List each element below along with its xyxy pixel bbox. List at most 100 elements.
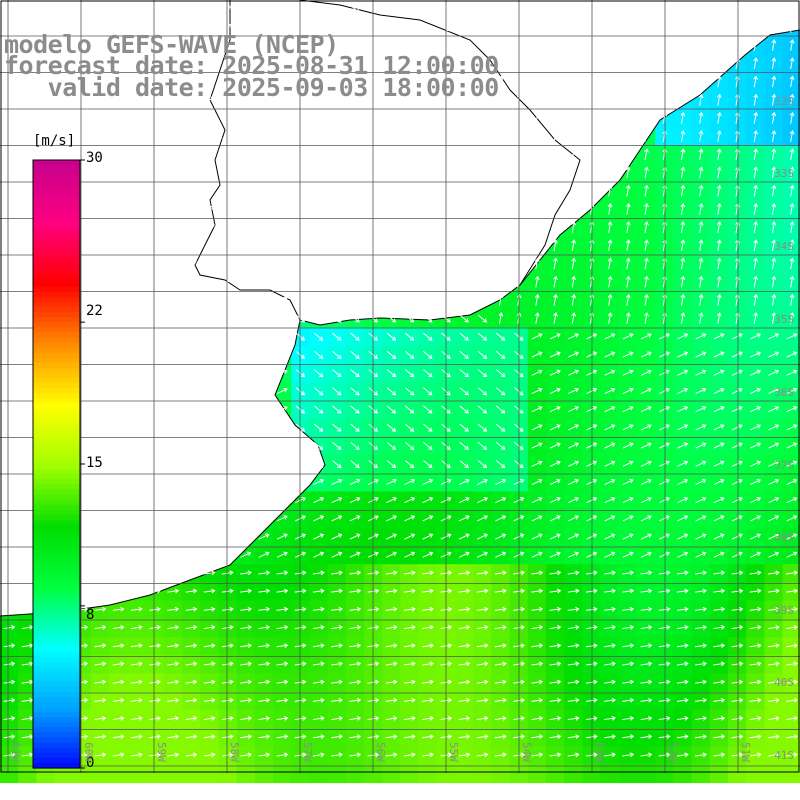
wind-cell: [54, 764, 74, 784]
colorbar-segment: [33, 266, 80, 273]
colorbar-segment: [33, 697, 80, 703]
wind-arrow: [204, 5, 216, 12]
colorbar-segment: [33, 590, 80, 597]
colorbar-segment: [33, 676, 80, 683]
wind-cell: [72, 764, 92, 784]
colorbar-segment: [33, 686, 80, 693]
wind-arrow: [276, 23, 288, 30]
colorbar-segment: [33, 707, 80, 713]
wind-cell: [655, 764, 674, 784]
wind-cell: [145, 764, 165, 784]
lon-label-57w: 57W: [301, 742, 314, 762]
colorbar-segment: [33, 423, 80, 430]
wind-arrow: [313, 23, 324, 32]
wind-arrow: [94, 5, 106, 12]
colorbar-segment: [33, 534, 80, 541]
colorbar-unit: [m/s]: [33, 133, 76, 149]
lon-label-61w: 61W: [9, 742, 22, 762]
wind-arrow: [553, 2, 558, 15]
colorbar-segment: [33, 499, 80, 506]
wind-arrow: [680, 20, 686, 33]
wind-cell: [18, 764, 37, 784]
colorbar-segment: [33, 621, 80, 627]
wind-cell: [345, 764, 365, 784]
wind-cell: [254, 764, 274, 784]
colorbar-segment: [33, 616, 80, 622]
colorbar-segment: [33, 605, 80, 612]
colorbar-segment: [33, 626, 80, 632]
colorbar-segment: [33, 236, 80, 242]
wind-arrow: [498, 2, 504, 15]
lat-label-37s: 37S: [774, 459, 794, 472]
wind-arrow: [76, 5, 88, 12]
wind-arrow: [58, 23, 70, 30]
wind-arrow: [167, 23, 179, 30]
wind-cell: [364, 764, 383, 784]
colorbar-tick-22: 22: [86, 303, 103, 319]
colorbar-segment: [33, 312, 80, 318]
wind-cell: [564, 764, 583, 784]
colorbar-segment: [33, 291, 80, 298]
colorbar-segment: [33, 180, 80, 186]
colorbar-segment: [33, 641, 80, 647]
wind-arrow: [386, 5, 397, 14]
wind-cell: [473, 764, 492, 784]
colorbar-segment: [33, 509, 80, 516]
colorbar-segment: [33, 484, 80, 490]
wind-cell: [400, 764, 420, 784]
wind-cell: [491, 764, 511, 784]
wind-arrow: [350, 23, 360, 32]
lat-label-32s: 32S: [774, 95, 794, 108]
wind-arrow: [771, 20, 777, 33]
wind-arrow: [40, 23, 52, 30]
colorbar-segment: [33, 175, 80, 181]
colorbar-segment: [33, 190, 80, 197]
lat-label-35s: 35S: [774, 313, 794, 326]
country-border: [299, 0, 581, 286]
colorbar-segment: [33, 225, 80, 232]
land-mask: [0, 0, 800, 617]
wind-arrow: [716, 2, 722, 15]
colorbar-segment: [33, 428, 80, 435]
wind-arrow: [332, 23, 342, 32]
colorbar-segment: [33, 722, 80, 729]
lon-label-53w: 53W: [593, 742, 606, 762]
colorbar-segment: [33, 479, 80, 485]
wind-arrow: [477, 5, 488, 14]
wind-cell: [728, 764, 747, 784]
colorbar-segment: [33, 737, 80, 744]
colorbar-segment: [33, 382, 80, 389]
colorbar-segment: [33, 560, 80, 566]
colorbar-tick-15: 15: [86, 455, 103, 471]
wind-arrow: [534, 2, 540, 15]
colorbar-segment: [33, 448, 80, 455]
wind-arrow: [113, 23, 125, 30]
wind-arrow: [185, 23, 197, 30]
colorbar-segment: [33, 241, 80, 247]
colorbar-segment: [33, 717, 80, 723]
colorbar-segment: [33, 347, 80, 354]
colorbar-segment: [33, 555, 80, 561]
wind-cell: [327, 764, 347, 784]
wind-arrow: [22, 5, 34, 12]
wind-arrow: [22, 23, 34, 30]
wind-arrow: [404, 23, 415, 32]
colorbar-segment: [33, 337, 80, 343]
colorbar-segment: [33, 271, 80, 278]
colorbar-segment: [33, 631, 80, 637]
wind-arrow: [607, 2, 613, 15]
wind-cell: [527, 764, 547, 784]
wind-arrow: [680, 2, 686, 15]
lat-label-33s: 33S: [774, 167, 794, 180]
wind-arrow: [789, 20, 795, 33]
colorbar-segment: [33, 215, 80, 222]
colorbar-segment: [33, 413, 80, 419]
colorbar-segment: [33, 327, 80, 333]
wind-arrow: [240, 23, 252, 30]
colorbar-segment: [33, 388, 80, 394]
colorbar-segment: [33, 504, 80, 511]
wind-arrow: [185, 5, 197, 12]
lat-label-41s: 41S: [774, 749, 794, 762]
wind-arrow: [204, 23, 216, 30]
